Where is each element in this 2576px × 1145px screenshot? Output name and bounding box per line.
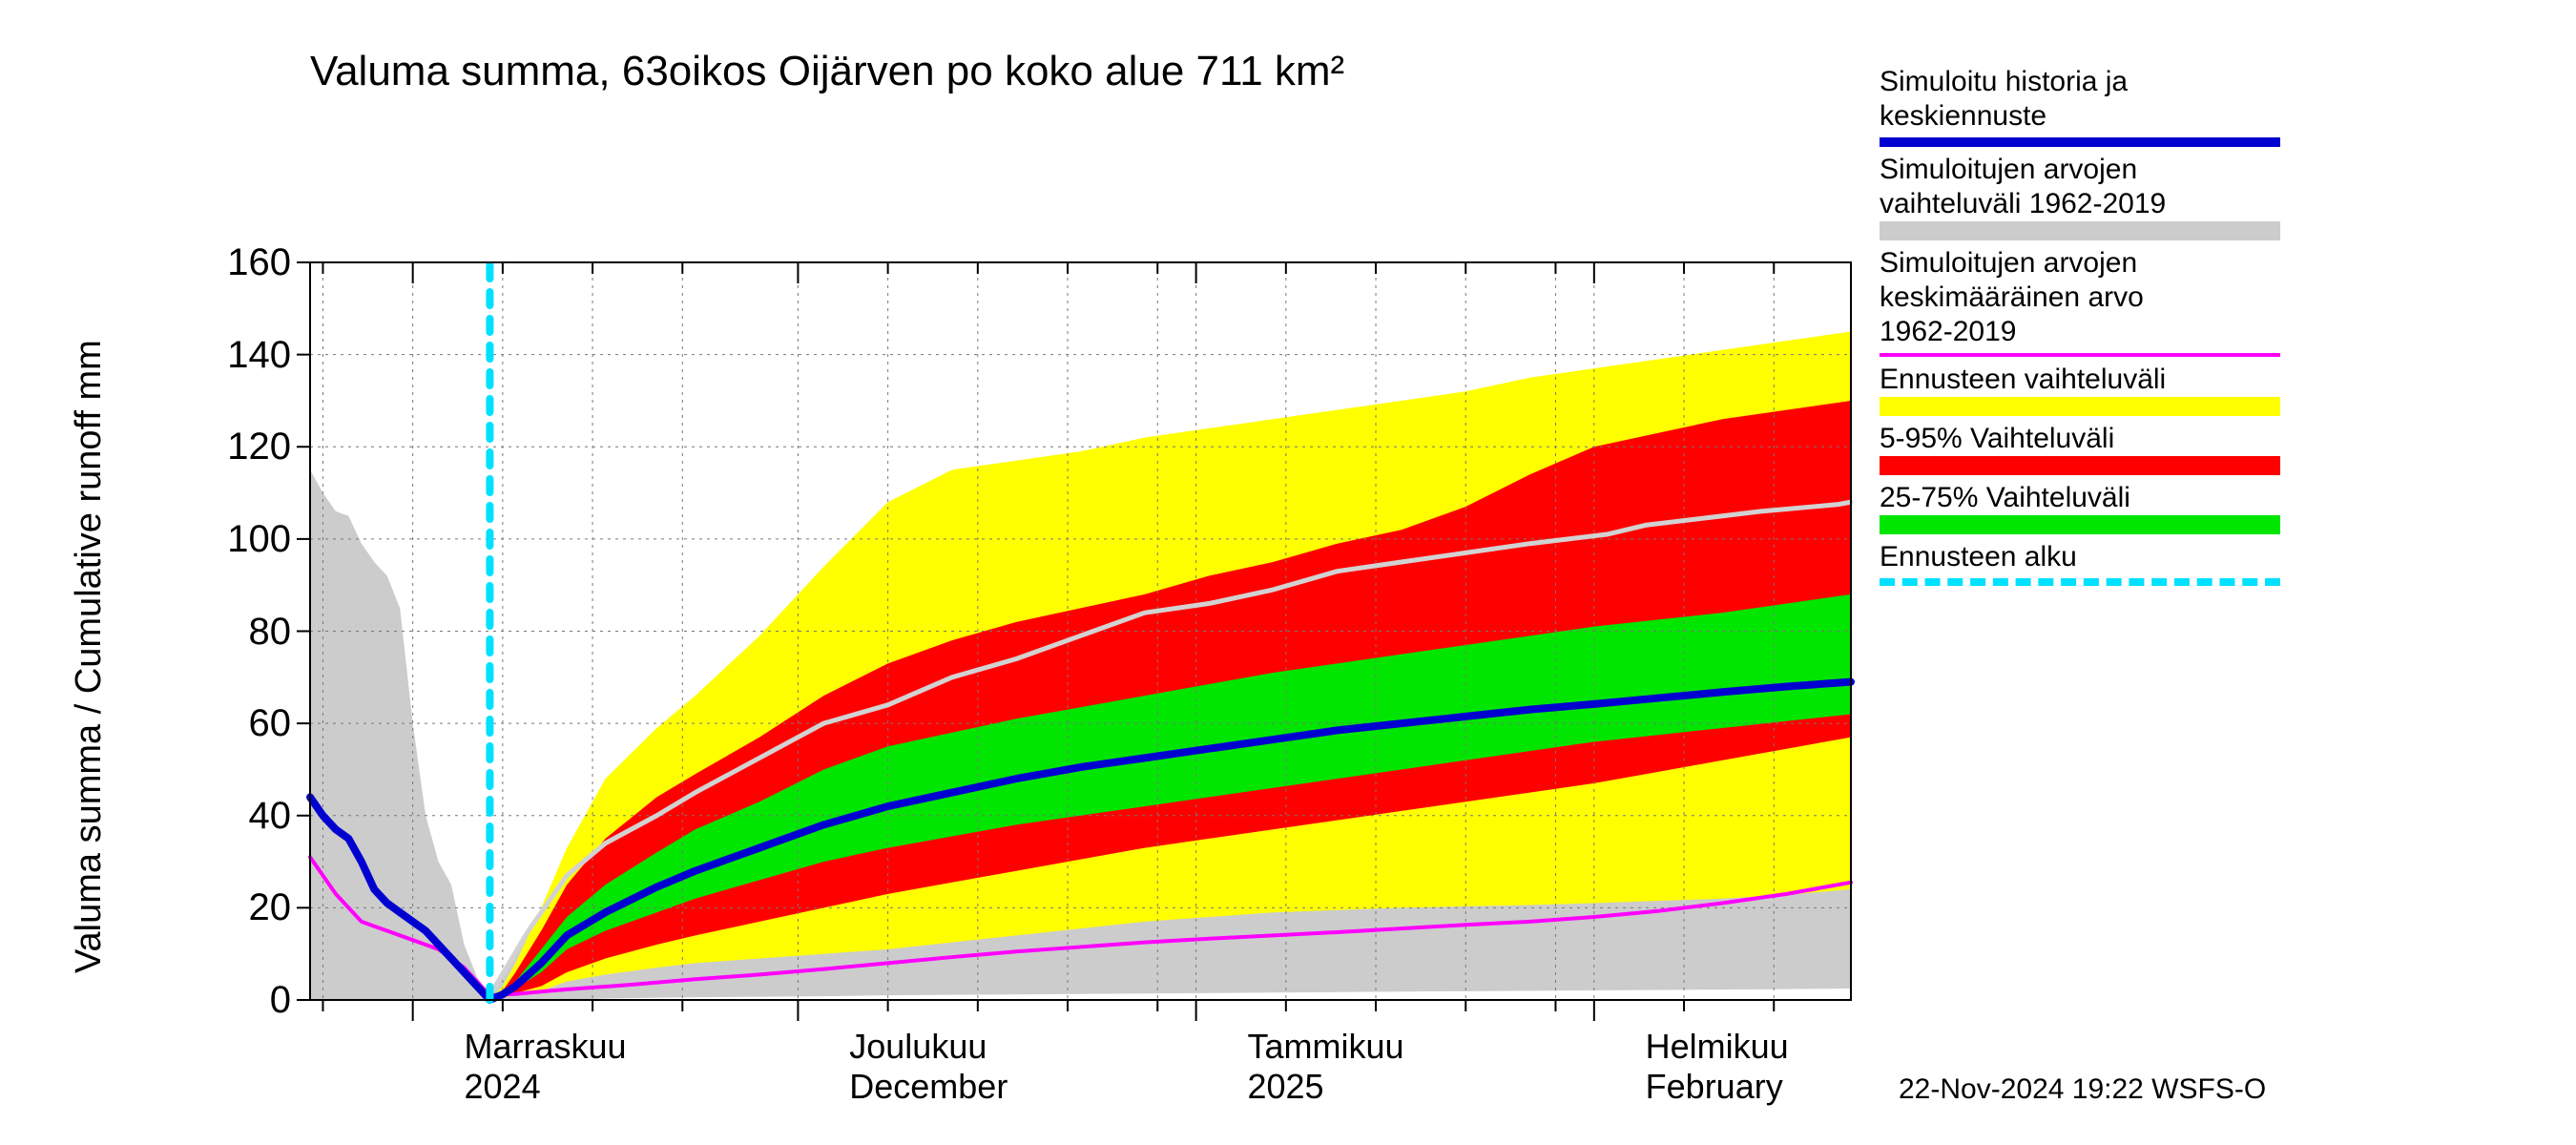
y-tick-label: 80 [205, 611, 291, 654]
y-tick-label: 160 [205, 241, 291, 284]
month-bottom: 2025 [1247, 1067, 1403, 1107]
y-tick-label: 0 [205, 979, 291, 1022]
legend-text: 5-95% Vaihteluväli [1880, 422, 2280, 456]
legend-swatch [1880, 353, 2280, 357]
legend-text: Simuloitujen arvojenvaihteluväli 1962-20… [1880, 153, 2280, 221]
month-bottom: 2024 [465, 1067, 627, 1107]
month-top: Marraskuu [465, 1027, 627, 1067]
x-month-label: HelmikuuFebruary [1646, 1027, 1789, 1107]
legend-entry: Simuloitu historia jakeskiennuste [1880, 65, 2280, 147]
legend-swatch [1880, 456, 2280, 475]
y-tick-label: 40 [205, 795, 291, 838]
legend-entry: Simuloitujen arvojenvaihteluväli 1962-20… [1880, 153, 2280, 240]
legend-swatch [1880, 397, 2280, 416]
legend-entry: Ennusteen alku [1880, 540, 2280, 586]
month-bottom: December [849, 1067, 1008, 1107]
month-top: Tammikuu [1247, 1027, 1403, 1067]
legend-text: Ennusteen alku [1880, 540, 2280, 574]
x-month-label: JoulukuuDecember [849, 1027, 1008, 1107]
legend-entry: 5-95% Vaihteluväli [1880, 422, 2280, 475]
legend-swatch [1880, 221, 2280, 240]
legend-text: Simuloitujen arvojenkeskimääräinen arvo … [1880, 246, 2280, 349]
legend-swatch [1880, 137, 2280, 147]
y-tick-label: 100 [205, 518, 291, 561]
footer-timestamp: 22-Nov-2024 19:22 WSFS-O [1899, 1073, 2266, 1106]
y-tick-label: 20 [205, 886, 291, 929]
month-top: Helmikuu [1646, 1027, 1789, 1067]
y-axis-label: Valuma summa / Cumulative runoff mm [69, 340, 110, 973]
legend-text: Ennusteen vaihteluväli [1880, 363, 2280, 397]
legend-swatch [1880, 515, 2280, 534]
chart-title: Valuma summa, 63oikos Oijärven po koko a… [310, 48, 1344, 95]
legend-text: Simuloitu historia jakeskiennuste [1880, 65, 2280, 134]
legend-entry: Simuloitujen arvojenkeskimääräinen arvo … [1880, 246, 2280, 357]
y-tick-label: 120 [205, 426, 291, 468]
legend: Simuloitu historia jakeskiennuste Simuloi… [1880, 65, 2280, 592]
legend-entry: Ennusteen vaihteluväli [1880, 363, 2280, 416]
chart-container: Valuma summa, 63oikos Oijärven po koko a… [0, 0, 2576, 1145]
month-bottom: February [1646, 1067, 1789, 1107]
legend-text: 25-75% Vaihteluväli [1880, 481, 2280, 515]
x-month-label: Tammikuu2025 [1247, 1027, 1403, 1107]
x-month-label: Marraskuu2024 [465, 1027, 627, 1107]
legend-swatch [1880, 578, 2280, 586]
y-tick-label: 60 [205, 702, 291, 745]
y-tick-label: 140 [205, 334, 291, 377]
plot-area [310, 262, 1851, 1000]
legend-entry: 25-75% Vaihteluväli [1880, 481, 2280, 534]
month-top: Joulukuu [849, 1027, 1008, 1067]
